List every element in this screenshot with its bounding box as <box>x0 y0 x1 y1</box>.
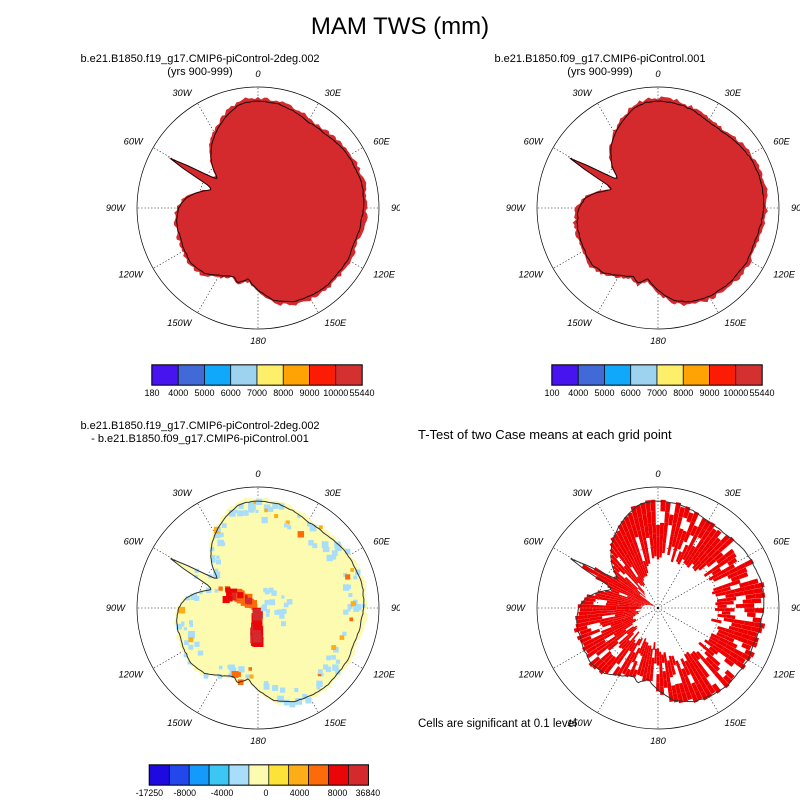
svg-text:90E: 90E <box>391 603 400 613</box>
svg-text:180: 180 <box>250 336 266 346</box>
svg-text:60W: 60W <box>124 537 144 547</box>
svg-text:5000: 5000 <box>594 388 614 398</box>
svg-text:9000: 9000 <box>699 388 719 398</box>
svg-text:-17250: -17250 <box>136 788 163 798</box>
svg-text:30E: 30E <box>325 488 342 498</box>
svg-text:150E: 150E <box>325 718 348 728</box>
svg-text:30W: 30W <box>572 88 592 98</box>
svg-text:60W: 60W <box>524 537 544 547</box>
svg-text:120W: 120W <box>119 670 145 680</box>
svg-text:180: 180 <box>650 736 666 746</box>
svg-text:8000: 8000 <box>328 788 348 798</box>
svg-text:120W: 120W <box>519 270 545 280</box>
svg-text:9000: 9000 <box>299 388 319 398</box>
svg-text:30W: 30W <box>172 488 192 498</box>
svg-text:120E: 120E <box>373 670 396 680</box>
svg-text:60W: 60W <box>124 137 144 147</box>
svg-text:150E: 150E <box>725 318 748 328</box>
svg-text:6000: 6000 <box>221 388 241 398</box>
svg-text:90W: 90W <box>106 203 126 213</box>
svg-text:30E: 30E <box>325 88 342 98</box>
svg-text:60E: 60E <box>373 137 390 147</box>
svg-text:30W: 30W <box>172 88 192 98</box>
svg-text:55440: 55440 <box>749 388 774 398</box>
svg-text:10000: 10000 <box>323 388 348 398</box>
svg-text:8000: 8000 <box>273 388 293 398</box>
svg-text:8000: 8000 <box>673 388 693 398</box>
svg-text:150E: 150E <box>325 318 348 328</box>
svg-text:150W: 150W <box>567 318 593 328</box>
svg-text:90W: 90W <box>106 603 126 613</box>
svg-text:-8000: -8000 <box>174 788 197 798</box>
svg-text:60E: 60E <box>773 137 790 147</box>
svg-text:120W: 120W <box>119 270 145 280</box>
svg-text:0: 0 <box>655 69 661 79</box>
svg-text:90W: 90W <box>506 603 526 613</box>
svg-text:4000: 4000 <box>290 788 310 798</box>
svg-text:0: 0 <box>655 469 661 479</box>
svg-text:180: 180 <box>650 336 666 346</box>
svg-text:120E: 120E <box>773 270 796 280</box>
svg-text:180: 180 <box>144 388 159 398</box>
svg-text:6000: 6000 <box>621 388 641 398</box>
svg-text:90E: 90E <box>791 603 800 613</box>
svg-text:150W: 150W <box>167 318 193 328</box>
svg-text:90E: 90E <box>391 203 400 213</box>
svg-text:5000: 5000 <box>194 388 214 398</box>
svg-text:30E: 30E <box>725 88 742 98</box>
svg-text:0: 0 <box>255 469 261 479</box>
svg-text:180: 180 <box>250 736 266 746</box>
svg-text:-4000: -4000 <box>211 788 234 798</box>
svg-text:30E: 30E <box>725 488 742 498</box>
svg-text:30W: 30W <box>572 488 592 498</box>
svg-text:60E: 60E <box>773 537 790 547</box>
svg-text:7000: 7000 <box>247 388 267 398</box>
svg-text:36840: 36840 <box>356 788 381 798</box>
svg-text:0: 0 <box>263 788 268 798</box>
svg-text:60W: 60W <box>524 137 544 147</box>
svg-text:7000: 7000 <box>647 388 667 398</box>
svg-text:4000: 4000 <box>168 388 188 398</box>
svg-text:60E: 60E <box>373 537 390 547</box>
svg-text:90W: 90W <box>506 203 526 213</box>
svg-text:120E: 120E <box>373 270 396 280</box>
svg-text:150W: 150W <box>167 718 193 728</box>
svg-text:120E: 120E <box>773 670 796 680</box>
svg-text:4000: 4000 <box>568 388 588 398</box>
svg-text:55440: 55440 <box>349 388 374 398</box>
svg-text:120W: 120W <box>519 670 545 680</box>
svg-text:100: 100 <box>544 388 559 398</box>
svg-text:0: 0 <box>255 69 261 79</box>
svg-text:10000: 10000 <box>723 388 748 398</box>
svg-text:90E: 90E <box>791 203 800 213</box>
